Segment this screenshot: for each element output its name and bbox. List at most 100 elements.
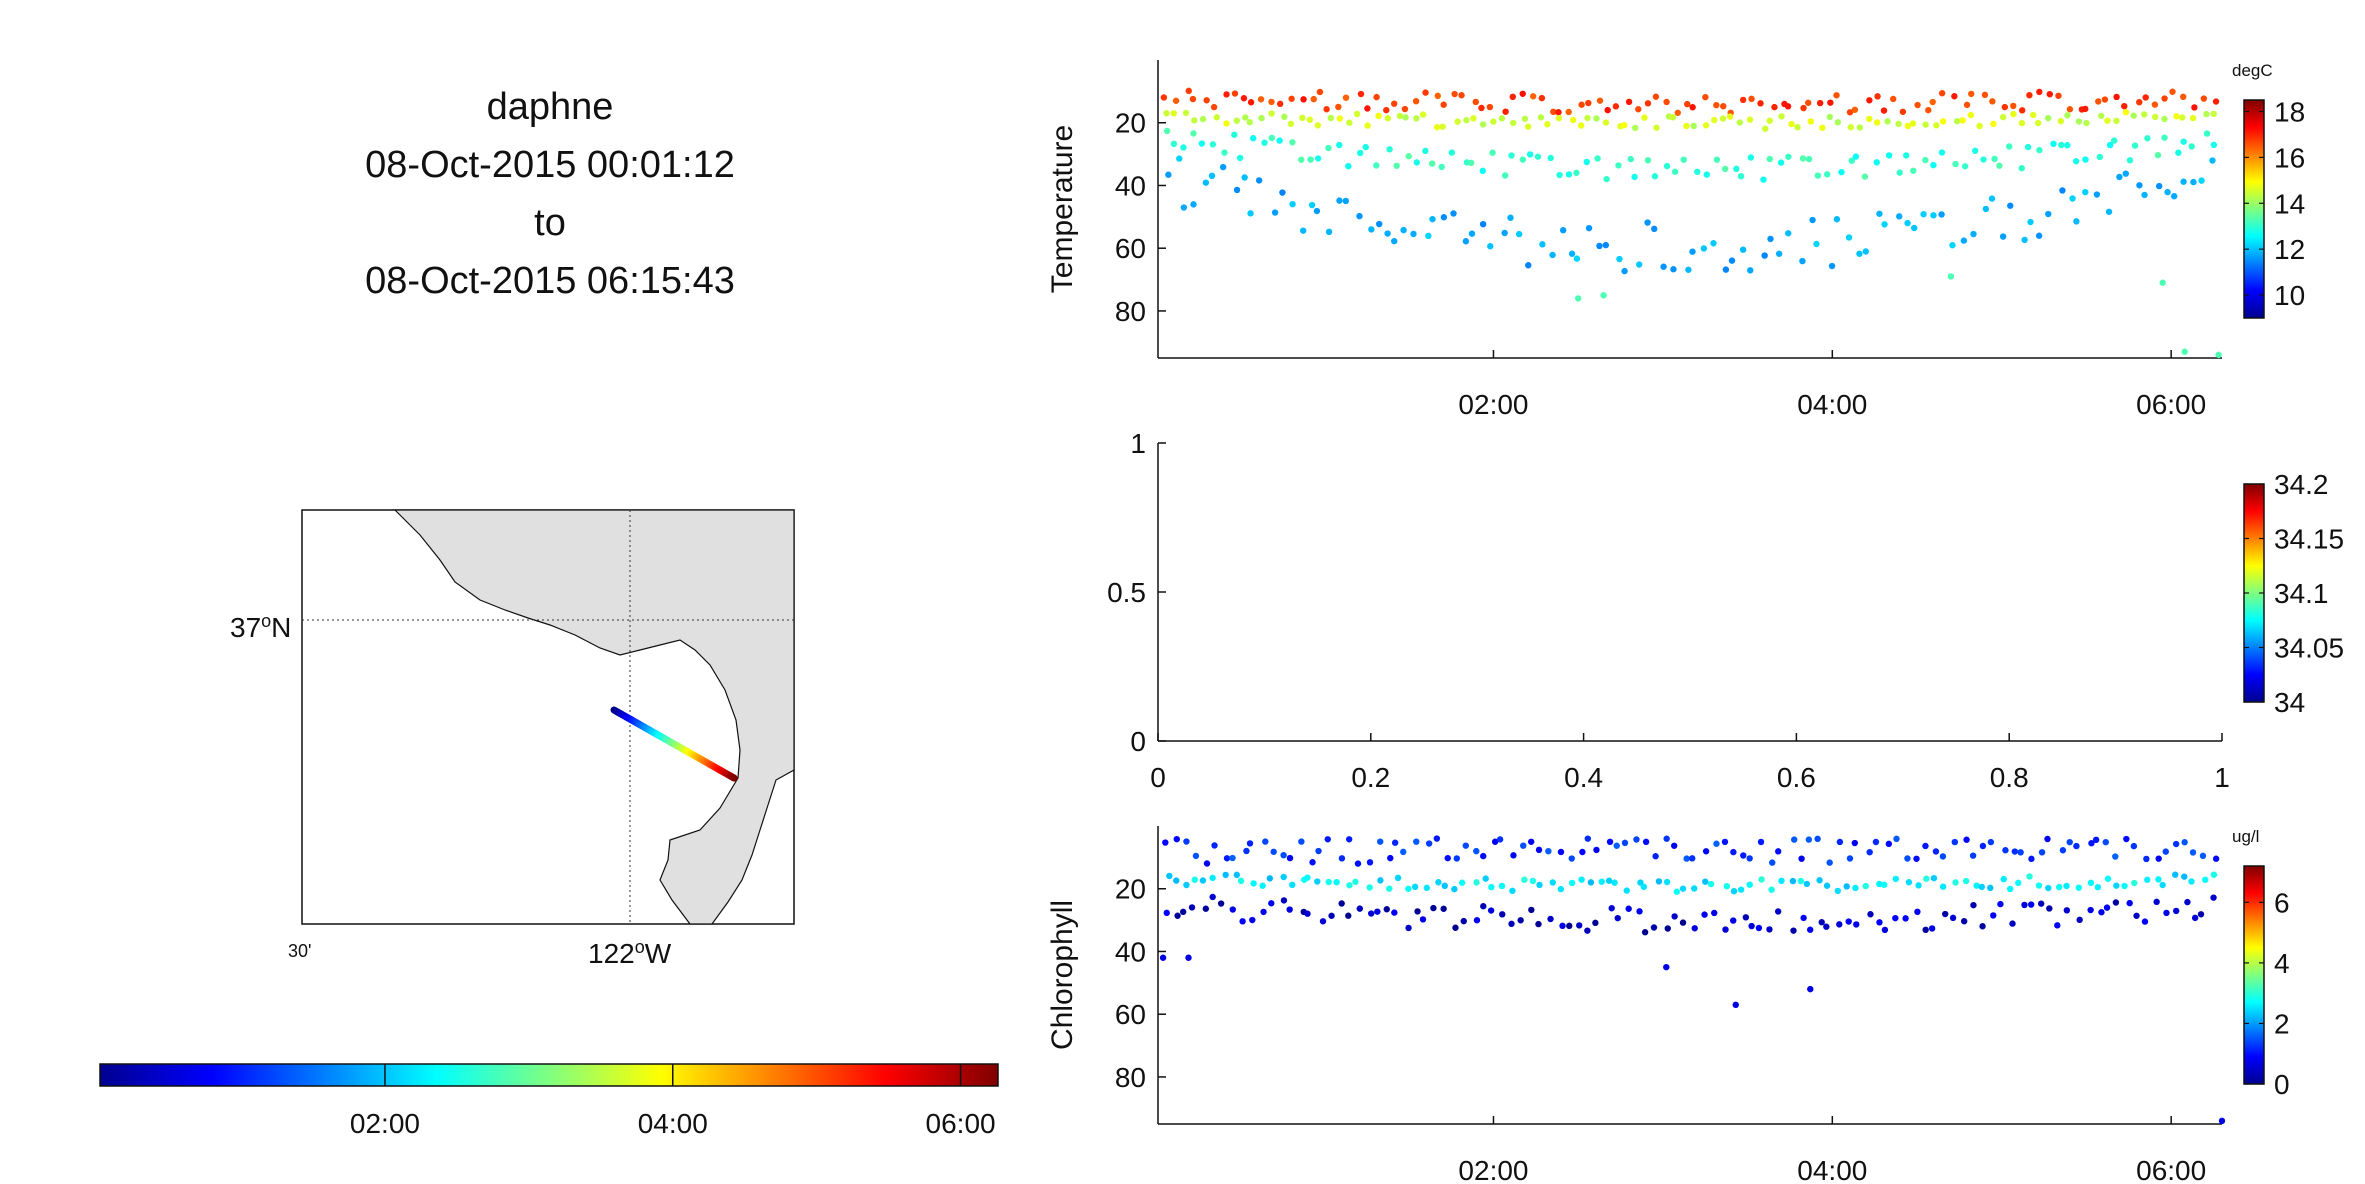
data-point xyxy=(2073,842,2080,850)
time-colorbar: 02:00 04:00 06:00 xyxy=(99,1063,999,1139)
data-point xyxy=(2029,111,2037,119)
data-point xyxy=(1615,162,1622,169)
data-point xyxy=(1742,914,1750,921)
data-point xyxy=(1771,103,1778,111)
data-point xyxy=(1605,877,1613,884)
data-point xyxy=(1881,926,1889,934)
data-point xyxy=(1866,97,1873,104)
data-point xyxy=(1823,882,1831,889)
data-point xyxy=(1237,877,1245,885)
data-point xyxy=(1952,879,1959,886)
data-point xyxy=(1172,97,1180,104)
data-point xyxy=(1846,855,1854,862)
data-point xyxy=(1861,173,1869,180)
y-tick-label: 60 xyxy=(1115,233,1146,264)
data-point xyxy=(1250,880,1257,887)
data-point xyxy=(1747,154,1755,161)
x-tick-label: 04:00 xyxy=(1797,389,1867,420)
data-point xyxy=(1873,159,1880,166)
data-point xyxy=(1262,838,1269,845)
data-point xyxy=(1690,122,1697,130)
data-point xyxy=(2038,849,2046,856)
data-point xyxy=(1163,110,1170,117)
data-point xyxy=(1366,884,1373,891)
data-point xyxy=(2035,232,2043,239)
data-point xyxy=(1651,225,1658,233)
data-point xyxy=(1774,908,1782,915)
data-point xyxy=(1508,920,1515,928)
data-point xyxy=(1915,882,1922,889)
data-point xyxy=(1889,95,1897,103)
data-point xyxy=(1276,100,1284,108)
data-point xyxy=(2210,871,2218,878)
data-point xyxy=(2097,112,2105,120)
data-point xyxy=(1314,878,1321,885)
x-tick-label: 02:00 xyxy=(1458,389,1528,420)
data-point xyxy=(2203,130,2211,137)
data-point xyxy=(2036,88,2043,96)
data-point xyxy=(2209,157,2216,164)
data-point xyxy=(2143,855,2150,863)
data-point xyxy=(1791,836,1798,843)
data-point xyxy=(1762,125,1769,132)
data-point xyxy=(1328,912,1335,919)
data-point xyxy=(1999,113,2007,121)
data-point xyxy=(1740,852,1747,859)
data-point xyxy=(1895,120,1902,128)
data-point xyxy=(1702,848,1710,855)
data-point xyxy=(2181,348,2188,355)
data-point xyxy=(1486,103,1494,111)
data-point xyxy=(1814,835,1821,843)
data-point xyxy=(1902,915,1909,922)
data-point xyxy=(2184,898,2191,906)
data-point xyxy=(1949,914,1957,922)
data-point xyxy=(1641,114,1648,121)
data-point xyxy=(1345,836,1353,843)
data-point xyxy=(2018,164,2025,172)
data-point xyxy=(1652,853,1659,860)
data-point xyxy=(1242,114,1249,121)
data-point xyxy=(1191,117,1198,124)
data-point xyxy=(1509,887,1516,895)
data-point xyxy=(1565,108,1572,116)
data-point xyxy=(1473,917,1481,924)
data-point xyxy=(1383,106,1390,114)
data-point xyxy=(1183,838,1190,845)
data-point xyxy=(1598,878,1605,885)
data-point xyxy=(1707,880,1715,888)
chlorophyll-points xyxy=(1159,835,2226,1125)
data-point xyxy=(1761,252,1768,259)
data-point xyxy=(2126,899,2133,907)
data-point xyxy=(1852,884,1859,892)
data-point xyxy=(1755,924,1763,932)
data-point xyxy=(1653,124,1660,131)
data-point xyxy=(1422,147,1429,155)
data-point xyxy=(1517,917,1524,924)
data-point xyxy=(1732,1001,1739,1008)
data-point xyxy=(1261,139,1268,146)
data-point xyxy=(1800,914,1807,922)
data-point xyxy=(1794,123,1801,131)
data-point xyxy=(1616,255,1623,263)
data-point xyxy=(1480,903,1487,910)
data-point xyxy=(1604,106,1611,114)
data-point xyxy=(2088,840,2095,847)
data-point xyxy=(1519,90,1526,97)
data-point xyxy=(1367,910,1375,917)
data-point xyxy=(1683,855,1690,862)
data-point xyxy=(1568,855,1575,862)
data-point xyxy=(2024,143,2032,151)
data-point xyxy=(1550,108,1557,116)
data-point xyxy=(1847,124,1855,131)
colorbar-tick-label: 14 xyxy=(2274,188,2305,219)
data-point xyxy=(1435,879,1442,886)
data-point xyxy=(2054,922,2061,929)
data-point xyxy=(1336,197,1343,204)
data-point xyxy=(1766,926,1773,933)
data-point xyxy=(1357,90,1365,98)
data-point xyxy=(1989,98,1996,105)
data-point xyxy=(1314,155,1322,162)
data-point xyxy=(2189,114,2197,122)
data-point xyxy=(2164,188,2171,196)
lon-label: 122oW xyxy=(588,937,672,969)
